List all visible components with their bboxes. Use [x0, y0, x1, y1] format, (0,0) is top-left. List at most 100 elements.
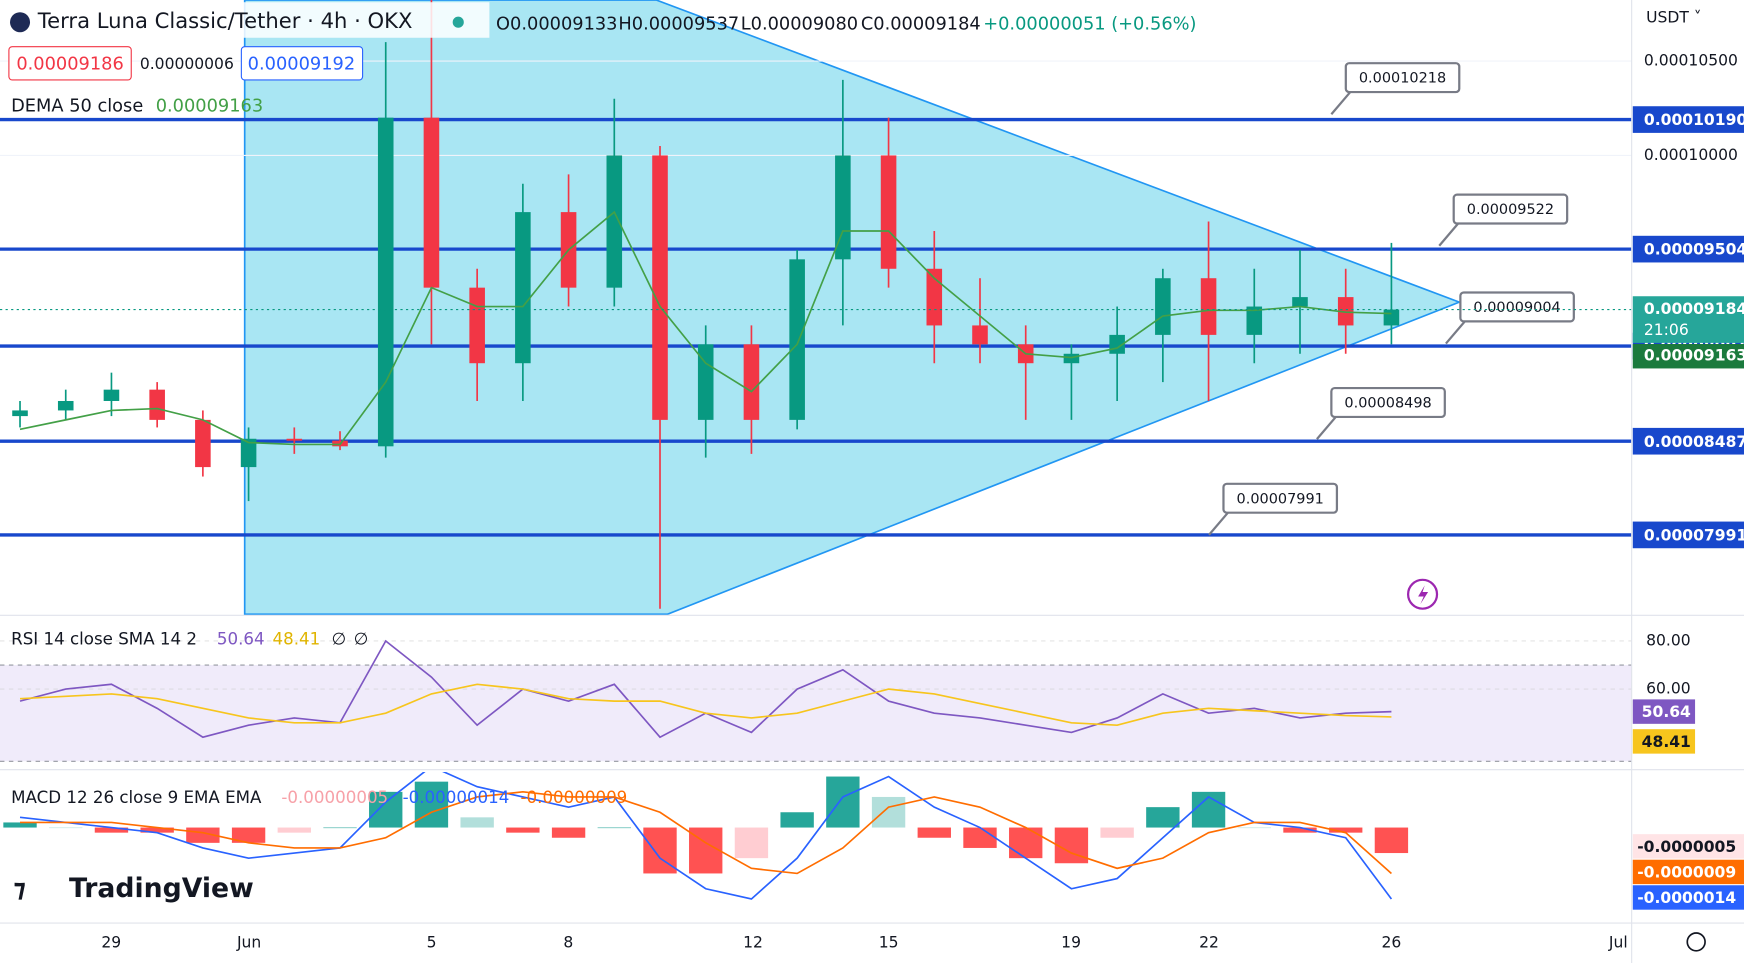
callout-label: 0.00010218 [1359, 71, 1446, 87]
alert-icon[interactable] [1406, 578, 1439, 610]
dema-line [19, 210, 1392, 446]
ask-box[interactable] [240, 46, 364, 81]
time-label: 5 [427, 934, 437, 952]
macd-histogram-bar [917, 827, 951, 838]
countdown: 21:06 [1644, 321, 1689, 339]
time-label: 29 [101, 934, 121, 952]
level-label: 0.00009504 [1644, 241, 1744, 259]
time-label: 19 [1061, 934, 1081, 952]
callout-box [1344, 62, 1461, 94]
level-label-box [1632, 106, 1744, 133]
level-label-box [1632, 427, 1744, 455]
macd-histogram-bar [49, 827, 83, 829]
time-label: 8 [563, 934, 573, 952]
y-tick-label: 60.00 [1646, 680, 1691, 698]
bid-box[interactable] [8, 46, 132, 81]
candle-body [149, 389, 165, 420]
brand-logo: ⁊ [13, 874, 26, 903]
candle-body [789, 259, 805, 420]
callout-label: 0.00009522 [1467, 202, 1554, 218]
macd-histogram-bar [94, 827, 129, 833]
macd-histogram-bar [1329, 827, 1363, 833]
level-label: 0.00010190 [1644, 111, 1744, 129]
rsi-line [19, 683, 1392, 727]
macd-histogram-bar [414, 781, 449, 828]
currency[interactable]: USDT ˅ [1646, 8, 1701, 26]
settings-icon[interactable] [1686, 932, 1706, 952]
macd-histogram-bar [1146, 807, 1180, 828]
candle-body [195, 419, 211, 468]
candle-body [515, 212, 531, 364]
ohlc-high: H0.00009537 [618, 13, 739, 34]
candle-body [835, 155, 851, 260]
candle-body [743, 344, 760, 420]
macd-histogram-bar [1374, 827, 1409, 854]
time-label: Jun [236, 934, 261, 952]
bid: 0.00009186 [16, 53, 123, 74]
candle-body [12, 410, 28, 417]
candle-body [240, 438, 257, 468]
time-label: Jul [1608, 934, 1628, 952]
macd-legend: MACD 12 26 close 9 EMA EMA [11, 788, 262, 807]
macd-histogram-bar [597, 827, 631, 829]
dema-legend-value: 0.00009163 [156, 96, 263, 117]
callout-pointer [1330, 91, 1352, 115]
macd-value-label: -0.0000009 [1637, 864, 1736, 882]
rsi-value-label: 48.41 [1642, 733, 1691, 751]
macd-histogram-bar [780, 812, 814, 828]
macd-histogram-bar [871, 796, 906, 828]
macd-line [19, 771, 1393, 900]
macd-histogram-bar [140, 827, 174, 833]
macd-histogram-bar [963, 827, 997, 848]
candle-body [972, 325, 988, 345]
macd-histogram-bar [3, 822, 37, 828]
candle-body [377, 117, 394, 447]
candle-body [286, 438, 303, 441]
rsi-value-label: 50.64 [1642, 703, 1691, 721]
candle-body [1292, 297, 1308, 307]
candle-body [423, 117, 440, 288]
callout-box [1459, 291, 1575, 323]
callout-pointer [1438, 222, 1460, 247]
ohlc-change: +0.00000051 (+0.56%) [983, 13, 1196, 34]
macd-histogram-bar [1237, 827, 1271, 829]
candle-body [652, 155, 668, 420]
time-label: 26 [1382, 934, 1402, 952]
time-label: 12 [743, 934, 763, 952]
last-price-label: 0.00009184 [1644, 300, 1744, 318]
macd-value-box [1632, 834, 1744, 859]
macd-histogram-bar [460, 817, 494, 828]
dema-axis-box [1632, 344, 1744, 369]
candle-body [1337, 297, 1354, 326]
macd-histogram-bar [323, 827, 357, 829]
candle-body [1383, 309, 1400, 326]
y-tick-label: 0.00010000 [1644, 146, 1738, 164]
candle-body [926, 268, 943, 326]
ohlc-close: C0.00009184 [861, 13, 981, 34]
rsi-sma-value: 48.41 [272, 629, 320, 648]
callout-box [1330, 386, 1446, 419]
dema-legend: DEMA 50 close [11, 96, 143, 117]
callout-pointer [1316, 416, 1337, 440]
macd-histogram-bar [1100, 827, 1134, 838]
dema-axis-label: 0.00009163 [1644, 347, 1744, 365]
level-label-box [1632, 235, 1744, 263]
macd-line [20, 791, 1392, 875]
macd-value-box [1632, 885, 1744, 910]
callout-label: 0.00008498 [1344, 396, 1431, 412]
ohlc-low: L0.00009080 [741, 13, 858, 34]
last-price-box [1632, 296, 1744, 343]
macd-histogram-bar [231, 827, 266, 843]
macd-histogram-bar [734, 827, 769, 859]
candle-body [103, 389, 120, 401]
candle-body [1063, 353, 1080, 364]
time-label: 15 [879, 934, 899, 952]
rsi-value: 50.64 [217, 629, 265, 648]
macd-value-label: -0.0000014 [1637, 889, 1736, 907]
macd-histogram-bar [826, 776, 860, 828]
macd-value: -0.00000014 [403, 788, 510, 807]
rsi-band [0, 665, 1632, 762]
candle-body [1200, 278, 1217, 335]
candle-body [57, 400, 74, 411]
